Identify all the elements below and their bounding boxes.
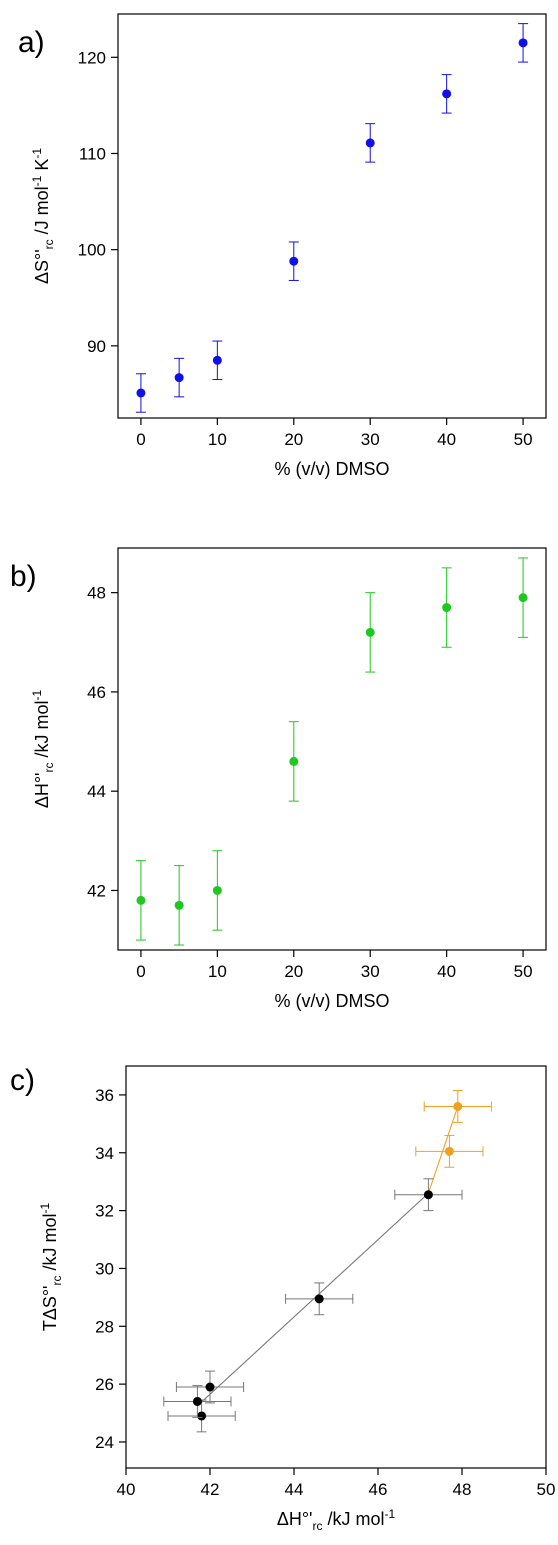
panel-label-b: b)	[10, 560, 37, 593]
data-point	[212, 885, 222, 895]
plot-frame	[117, 547, 547, 951]
x-tick-label: 50	[514, 962, 533, 981]
y-axis-title: ΔS°'rc /J mol-1 K-1	[30, 148, 56, 284]
plot-frame	[117, 13, 547, 419]
y-tick-label: 110	[79, 144, 106, 163]
data-point	[453, 1101, 463, 1111]
x-tick-label: 42	[201, 1480, 220, 1499]
x-axis-title: % (v/v) DMSO	[275, 459, 390, 479]
data-point	[174, 373, 184, 383]
data-point	[205, 1382, 215, 1392]
chart-0: 0 10 20 30 40 50 90 100 110 120 % (v/v) DMSO ΔS°'rc…	[30, 13, 547, 479]
x-tick-label: 50	[537, 1480, 556, 1499]
data-point	[365, 138, 375, 148]
x-tick-label: 30	[361, 430, 380, 449]
data-point	[365, 627, 375, 637]
y-tick-label: 46	[87, 683, 106, 702]
y-tick-label: 44	[87, 782, 106, 801]
data-point	[289, 256, 299, 266]
data-point	[136, 895, 146, 905]
x-tick-label: 0	[136, 962, 145, 981]
data-point	[174, 900, 184, 910]
x-tick-label: 10	[208, 430, 227, 449]
x-tick-label: 0	[136, 430, 145, 449]
x-axis-title: % (v/v) DMSO	[275, 991, 390, 1011]
panel-label-c: c)	[10, 1064, 35, 1097]
x-tick-label: 40	[117, 1480, 136, 1499]
data-point	[442, 603, 452, 613]
y-tick-label: 32	[95, 1202, 114, 1221]
data-point	[289, 756, 299, 766]
y-tick-label: 24	[95, 1433, 114, 1452]
data-point	[197, 1411, 207, 1421]
x-tick-label: 40	[437, 962, 456, 981]
x-tick-label: 46	[369, 1480, 388, 1499]
y-axis-title: TΔS°'rc /kJ mol-1	[38, 1202, 64, 1331]
y-axis-title: ΔH°'rc /kJ mol-1	[30, 689, 56, 808]
x-tick-label: 20	[284, 430, 303, 449]
y-tick-label: 100	[78, 241, 106, 260]
y-tick-label: 120	[78, 48, 106, 67]
y-tick-label: 30	[95, 1259, 114, 1278]
panel-label-a: a)	[18, 26, 45, 59]
chart-2: 40 42 44 46 48 50 24 26 28 30 32 34 36 ΔH°'rc /kJ mol…	[38, 1065, 556, 1533]
y-tick-label: 34	[95, 1144, 114, 1163]
data-point	[136, 388, 146, 398]
chart-1: 0 10 20 30 40 50 42 44 46 48 % (v/v) DMSO ΔH°'rc /k…	[30, 547, 547, 1011]
x-axis-title: ΔH°'rc /kJ mol-1	[277, 1507, 396, 1533]
x-tick-label: 30	[361, 962, 380, 981]
data-point	[444, 1146, 454, 1156]
y-tick-label: 42	[87, 881, 106, 900]
data-point	[212, 355, 222, 365]
x-tick-label: 48	[453, 1480, 472, 1499]
y-tick-label: 36	[95, 1086, 114, 1105]
x-tick-label: 40	[437, 430, 456, 449]
y-tick-label: 48	[87, 584, 106, 603]
x-tick-label: 44	[285, 1480, 304, 1499]
y-tick-label: 90	[87, 337, 106, 356]
data-point	[518, 38, 528, 48]
data-point	[442, 89, 452, 99]
data-point	[423, 1190, 433, 1200]
y-tick-label: 28	[95, 1317, 114, 1336]
x-tick-label: 20	[284, 962, 303, 981]
x-tick-label: 50	[514, 430, 533, 449]
data-point	[518, 593, 528, 603]
data-point	[314, 1294, 324, 1304]
data-point	[192, 1396, 202, 1406]
plot-frame	[125, 1065, 547, 1469]
x-tick-label: 10	[208, 962, 227, 981]
y-tick-label: 26	[95, 1375, 114, 1394]
fit-line	[197, 1192, 429, 1407]
